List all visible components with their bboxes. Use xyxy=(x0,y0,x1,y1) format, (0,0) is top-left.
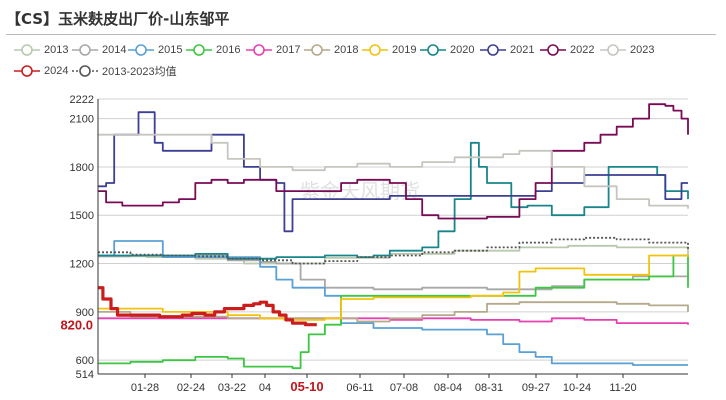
legend-label: 2016 xyxy=(216,44,241,56)
legend-label: 2023 xyxy=(630,44,655,56)
chart-title: 【CS】玉米麸皮出厂价-山东邹平 xyxy=(6,10,230,28)
series-line-2024 xyxy=(98,286,317,327)
x-tick-label: 08-31 xyxy=(475,382,503,394)
series-line-2019 xyxy=(98,254,689,321)
legend-item-2019[interactable]: 2019 xyxy=(362,42,416,58)
series-line-2014 xyxy=(98,254,689,291)
x-tick-label: 02-24 xyxy=(177,382,205,394)
x-tick-label: 07-08 xyxy=(390,382,418,394)
series-line-2018 xyxy=(98,301,689,323)
y-tick-label: 2222 xyxy=(70,94,94,106)
y-tick-label: 900 xyxy=(76,307,94,319)
legend-label: 2020 xyxy=(450,44,475,56)
legend-label: 2013-2023均值 xyxy=(102,66,177,78)
legend-item-2024[interactable]: 2024 xyxy=(14,63,68,79)
legend-item-2020[interactable]: 2020 xyxy=(420,42,474,58)
legend-marker-icon xyxy=(128,44,154,56)
x-tick-label: 03-22 xyxy=(218,382,246,394)
x-tick-label: 08-04 xyxy=(434,382,462,394)
series-layer xyxy=(98,103,689,370)
series-line-2013-2023均值 xyxy=(98,236,689,265)
legend-item-2017[interactable]: 2017 xyxy=(246,42,300,58)
x-tick-label: 09-27 xyxy=(522,382,550,394)
legend-item-2013-2023均值[interactable]: 2013-2023均值 xyxy=(72,63,177,79)
y-tick-label: 2100 xyxy=(70,114,94,126)
legend-label: 2014 xyxy=(102,44,127,56)
y-tick-label: 514 xyxy=(76,369,94,381)
y-tick-label: 1500 xyxy=(70,210,94,222)
legend-label: 2018 xyxy=(334,44,359,56)
legend-item-2021[interactable]: 2021 xyxy=(480,42,534,58)
legend-item-2022[interactable]: 2022 xyxy=(540,42,594,58)
legend-marker-icon xyxy=(72,44,98,56)
y-tick-label: 600 xyxy=(76,355,94,367)
chart-axes: 514 600 900 1200 1500 1800 2100 2222 820.0 01-28 0… xyxy=(60,94,688,394)
y-tick-label: 1800 xyxy=(70,162,94,174)
legend-label: 2017 xyxy=(276,44,301,56)
legend-item-2023[interactable]: 2023 xyxy=(600,42,654,58)
legend-label: 2022 xyxy=(570,44,595,56)
legend-item-2018[interactable]: 2018 xyxy=(304,42,358,58)
x-tick-label: 04 xyxy=(259,382,271,394)
y-tick-label: 1200 xyxy=(70,259,94,271)
legend-item-2015[interactable]: 2015 xyxy=(128,42,182,58)
current-date-label: 05-10 xyxy=(290,379,323,394)
x-tick-label: 06-11 xyxy=(346,382,373,394)
current-value-label: 820.0 xyxy=(60,318,93,333)
series-line-2016 xyxy=(98,254,689,370)
legend-label: 2013 xyxy=(44,44,69,56)
x-tick-label: 10-24 xyxy=(563,382,591,394)
legend-marker-icon xyxy=(14,65,40,77)
legend-item-2014[interactable]: 2014 xyxy=(72,42,126,58)
legend-label: 2015 xyxy=(158,44,183,56)
legend-label: 2024 xyxy=(44,65,69,77)
legend-marker-icon xyxy=(362,44,388,56)
x-tick-label: 11-20 xyxy=(609,382,636,394)
series-line-2017 xyxy=(98,317,689,325)
legend-label: 2021 xyxy=(510,44,535,56)
chart-grid xyxy=(98,98,688,375)
legend-item-2013[interactable]: 2013 xyxy=(14,42,68,58)
series-line-2022 xyxy=(98,103,689,220)
legend-marker-icon xyxy=(420,44,446,56)
series-line-2023 xyxy=(98,133,689,209)
x-tick-label: 01-28 xyxy=(131,382,159,394)
series-line-2021 xyxy=(98,111,688,233)
title-divider xyxy=(6,34,716,35)
legend-marker-icon xyxy=(246,44,272,56)
legend-marker-icon xyxy=(540,44,566,56)
legend-item-2016[interactable]: 2016 xyxy=(186,42,240,58)
legend-marker-icon xyxy=(600,44,626,56)
series-line-2020 xyxy=(98,141,689,260)
legend-marker-icon xyxy=(304,44,330,56)
legend-marker-icon xyxy=(14,44,40,56)
legend-label: 2019 xyxy=(392,44,417,56)
legend-marker-icon xyxy=(480,44,506,56)
legend-marker-icon xyxy=(72,65,98,77)
legend-marker-icon xyxy=(186,44,212,56)
